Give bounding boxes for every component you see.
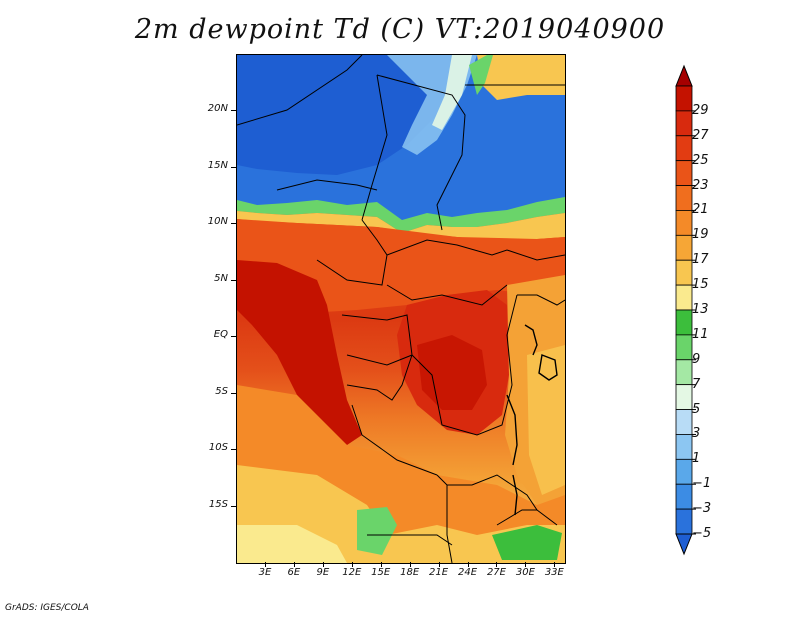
lon-tick-label: 15E [371, 567, 391, 578]
colorbar-segment [675, 384, 693, 410]
lat-tick-mark [231, 279, 236, 281]
colorbar-segment [675, 185, 693, 211]
southern-green-patch-west [357, 507, 397, 555]
colorbar-segment [675, 483, 693, 510]
colorbar-label: 17 [692, 252, 709, 268]
colorbar-label: 9 [692, 351, 701, 367]
lat-tick-label: 10N [207, 216, 228, 228]
lat-tick-mark [231, 110, 236, 112]
colorbar-segment [675, 85, 693, 112]
lon-tick-label: 30E [515, 567, 535, 578]
lon-tick-mark [467, 562, 469, 567]
congo-basin-core [417, 335, 487, 410]
lon-tick-mark [525, 562, 527, 567]
lon-tick-mark [351, 562, 353, 567]
lon-tick-mark [409, 562, 411, 567]
colorbar-label: 13 [692, 302, 709, 317]
lon-tick-label: 27E [486, 567, 506, 578]
lat-tick-label: 20N [207, 103, 228, 115]
colorbar [675, 64, 696, 556]
southern-pale-patch [237, 525, 347, 563]
lon-tick-label: 6E [287, 567, 301, 578]
credit-text: GrADS: IGES/COLA [5, 603, 89, 613]
colorbar-segment [675, 409, 693, 435]
colorbar-segment [675, 234, 693, 261]
pale-plume [432, 55, 472, 130]
lon-tick-mark [264, 562, 266, 567]
lon-tick-mark [322, 562, 324, 567]
lon-tick-label: 21E [429, 567, 449, 578]
colorbar-segment [675, 309, 693, 336]
green-transition-band [237, 197, 565, 233]
colorbar-label: −5 [692, 526, 712, 541]
very-dry-region [237, 55, 467, 175]
lon-tick-label: 9E [316, 567, 330, 578]
lon-tick-mark [496, 562, 498, 567]
colorbar-segment [675, 284, 693, 311]
lat-tick-mark [231, 449, 236, 451]
colorbar-label: 23 [692, 177, 709, 193]
colorbar-segment [675, 334, 693, 361]
lon-tick-label: 33E [544, 567, 564, 578]
lat-tick-label: 5S [215, 385, 228, 397]
colorbar-segment [675, 508, 693, 535]
colorbar-label: 29 [692, 102, 709, 118]
lon-tick-mark [293, 562, 295, 567]
lat-tick-label: 15N [207, 159, 228, 171]
colorbar-label: 3 [692, 426, 701, 442]
colorbar-lower-arrow [675, 533, 693, 556]
colorbar-segment [675, 210, 693, 236]
colorbar-segment [675, 160, 693, 186]
colorbar-segment [675, 135, 693, 162]
lat-tick-mark [231, 336, 236, 338]
colorbar-label: 11 [692, 326, 709, 342]
lon-tick-label: 3E [258, 567, 272, 578]
colorbar-upper-arrow [675, 64, 693, 87]
chart-title: 2m dewpoint Td (C) VT:2019040900 [134, 14, 666, 45]
colorbar-label: 1 [692, 451, 701, 467]
lat-tick-mark [231, 223, 236, 225]
colorbar-label: −3 [692, 501, 712, 517]
lat-tick-label: EQ [213, 329, 228, 341]
lon-tick-mark [380, 562, 382, 567]
colorbar-label: 27 [692, 127, 709, 143]
lat-tick-label: 5N [214, 272, 228, 284]
nile-moist-strip [477, 55, 565, 100]
dewpoint-field [237, 55, 565, 563]
country-boundaries [237, 55, 565, 563]
lon-tick-label: 18E [400, 567, 420, 578]
colorbar-label: 5 [692, 401, 701, 417]
yellow-transition-band [237, 211, 565, 241]
colorbar-label: 15 [692, 277, 709, 293]
dewpoint-map [236, 54, 566, 564]
colorbar-segment [675, 434, 693, 460]
lon-tick-label: 12E [342, 567, 362, 578]
lat-tick-label: 15S [208, 498, 228, 510]
colorbar-label: 25 [692, 152, 709, 168]
colorbar-label: −1 [692, 476, 712, 492]
lon-tick-mark [438, 562, 440, 567]
colorbar-segment [675, 110, 693, 137]
colorbar-label: 7 [692, 376, 701, 392]
colorbar-label: 19 [692, 227, 709, 243]
lon-tick-mark [554, 562, 556, 567]
lake-outlines [506, 324, 558, 516]
southern-green-patch-east [492, 525, 562, 560]
lon-tick-label: 24E [457, 567, 478, 578]
colorbar-label: 21 [692, 202, 709, 218]
colorbar-segment [675, 359, 693, 386]
colorbar-segment [675, 259, 693, 286]
colorbar-segment [675, 458, 693, 485]
lat-tick-label: 10S [208, 442, 228, 454]
lat-tick-mark [231, 392, 236, 394]
east-highlands-yellow [527, 345, 565, 495]
lat-tick-mark [231, 166, 236, 168]
coastal-very-moist [237, 260, 362, 445]
lat-tick-mark [231, 505, 236, 507]
